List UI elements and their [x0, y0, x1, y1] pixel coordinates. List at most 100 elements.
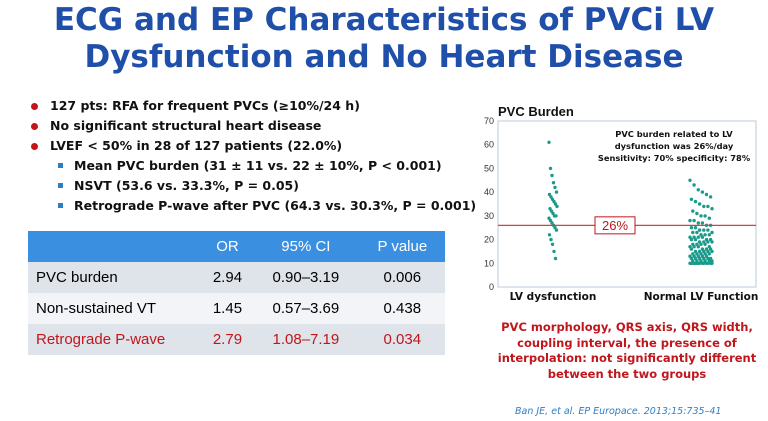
y-tick-label: 50: [484, 163, 494, 173]
header-ci: 95% CI: [252, 231, 360, 262]
square-bullet-icon: [58, 183, 63, 188]
scatter-point: [710, 261, 714, 265]
scatter-point: [707, 252, 711, 256]
scatter-point: [710, 230, 714, 235]
scatter-point: [708, 195, 713, 199]
row-label: PVC burden: [28, 262, 203, 293]
y-tick-label: 40: [484, 187, 494, 197]
title-line-1: ECG and EP Characteristics of PVCi LV: [53, 2, 715, 38]
scatter-point: [693, 199, 698, 204]
row-ci: 0.57–3.69: [252, 293, 360, 324]
chart-annotation-line-2: dysfunction was 26%/day: [615, 141, 734, 151]
row-ci: 1.08–7.19: [252, 324, 360, 355]
scatter-point: [693, 226, 698, 230]
scatter-point: [691, 261, 695, 265]
x-category-label: Normal LV Function: [644, 291, 759, 303]
scatter-point: [547, 233, 552, 237]
scatter-point: [702, 228, 706, 232]
scatter-point: [549, 237, 553, 242]
row-or: 2.94: [202, 262, 253, 293]
chart-title: PVC Burden: [498, 104, 574, 119]
chart-annotation-line-1: PVC burden related to LV: [615, 129, 733, 139]
scatter-point: [697, 228, 702, 232]
scatter-point: [710, 249, 714, 254]
scatter-point: [703, 214, 707, 218]
sub-bullet-text: NSVT (53.6 vs. 33.3%, P = 0.05): [74, 178, 299, 193]
sub-bullet-text: Retrograde P-wave after PVC (64.3 vs. 30…: [74, 198, 477, 213]
scatter-point: [695, 230, 699, 235]
bullet-item: LVEF < 50% in 28 of 127 patients (22.0%): [28, 137, 478, 157]
scatter-point: [550, 242, 555, 246]
odds-ratio-table: OR 95% CI P value PVC burden 2.94 0.90–3…: [28, 231, 445, 355]
scatter-point: [689, 197, 694, 201]
y-axis: 0 10 20 30 40 50 60 70: [484, 116, 494, 292]
scatter-point: [688, 218, 692, 223]
scatter-point: [692, 183, 696, 187]
x-category-label: LV dysfunction: [510, 291, 597, 303]
square-bullet-icon: [58, 163, 63, 168]
row-ci: 0.90–3.19: [252, 262, 360, 293]
scatter-point: [704, 192, 709, 197]
y-tick-label: 20: [484, 235, 494, 245]
header-blank: [28, 231, 203, 262]
footnote-text: PVC morphology, QRS axis, QRS width, cou…: [497, 320, 757, 381]
scatter-point: [710, 240, 714, 244]
y-tick-label: 30: [484, 211, 494, 221]
row-p: 0.438: [359, 293, 445, 324]
scatter-point: [706, 261, 710, 265]
citation: Ban JE, et al. EP Europace. 2013;15:735–…: [515, 406, 722, 417]
scatter-point: [554, 190, 559, 194]
y-tick-label: 10: [484, 258, 494, 268]
bullet-text: LVEF < 50% in 28 of 127 patients (22.0%): [50, 138, 343, 153]
plot-area: [497, 120, 757, 288]
row-p: 0.006: [359, 262, 445, 293]
scatter-point: [550, 173, 554, 178]
scatter-point: [696, 221, 700, 225]
bullet-dot-icon: [31, 143, 38, 150]
scatter-point: [554, 214, 558, 218]
y-tick-label: 0: [489, 282, 494, 292]
scatter-point: [695, 211, 699, 216]
scatter-point: [555, 204, 559, 209]
scatter-point: [548, 166, 553, 171]
scatter-point: [554, 228, 559, 232]
scatter-point: [696, 235, 700, 239]
scatter-point: [689, 237, 694, 242]
scatter-point: [700, 190, 705, 194]
scatter-point: [702, 261, 706, 265]
scatter-point: [689, 226, 694, 230]
bullet-list: 127 pts: RFA for frequent PVCs (≥10%/24 …: [28, 97, 478, 217]
scatter-point: [697, 202, 702, 206]
scatter-point: [689, 247, 694, 251]
scatter-point: [706, 240, 710, 244]
row-or: 1.45: [202, 293, 253, 324]
bullet-dot-icon: [31, 123, 38, 130]
scatter-point: [553, 256, 558, 261]
square-bullet-icon: [58, 203, 63, 208]
threshold-label: 26%: [602, 218, 628, 233]
scatter-point: [553, 185, 557, 190]
title-line-2: Dysfunction and No Heart Disease: [84, 39, 684, 75]
row-p: 0.034: [359, 324, 445, 355]
scatter-point: [692, 218, 696, 223]
table-row-highlighted: Retrograde P-wave 2.79 1.08–7.19 0.034: [28, 324, 445, 355]
scatter-point: [691, 230, 695, 235]
scatter-point: [695, 261, 699, 265]
table-row: PVC burden 2.94 0.90–3.19 0.006: [28, 262, 445, 293]
scatter-point: [703, 233, 707, 237]
row-or: 2.79: [202, 324, 253, 355]
table-row: Non-sustained VT 1.45 0.57–3.69 0.438: [28, 293, 445, 324]
scatter-point: [693, 237, 698, 242]
y-tick-label: 70: [484, 116, 494, 126]
row-label: Non-sustained VT: [28, 293, 203, 324]
header-or: OR: [202, 231, 253, 262]
scatter-point: [707, 216, 711, 220]
pvc-burden-chart: PVC Burden 0 10 20 30 40 50 60 70 26% PVC burde…: [466, 100, 762, 310]
scatter-point: [700, 235, 705, 239]
slide-title: ECG and EP Characteristics of PVCi LV Dy…: [0, 2, 768, 76]
sub-bullet-item: Retrograde P-wave after PVC (64.3 vs. 30…: [28, 197, 478, 217]
scatter-point: [707, 233, 711, 237]
scatter-points: [547, 140, 714, 265]
y-tick-label: 60: [484, 140, 494, 150]
bullet-item: 127 pts: RFA for frequent PVCs (≥10%/24 …: [28, 97, 478, 117]
